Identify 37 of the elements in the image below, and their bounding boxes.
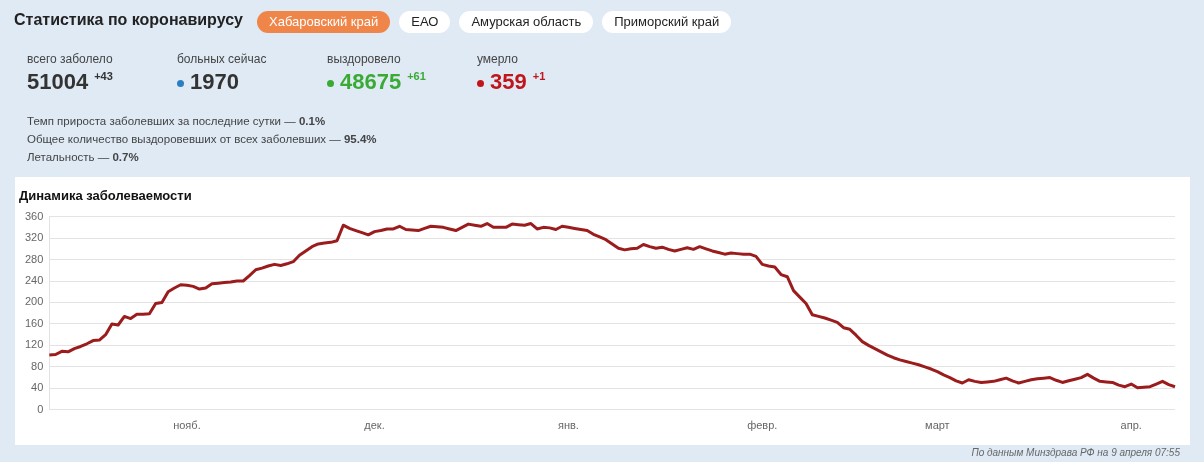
y-tick-label: 160 [24, 316, 44, 329]
x-tick-label: апр. [1120, 419, 1142, 432]
y-tick-label: 280 [24, 252, 44, 265]
y-tick-label: 320 [24, 231, 44, 244]
text: 48675 [340, 69, 402, 95]
text: Приморский край [602, 11, 732, 33]
text: Общее количество выздоровевших от всех заболевших — 95.4% [27, 133, 377, 145]
y-tick-label: 40 [31, 381, 44, 394]
y-tick-label: 80 [31, 359, 44, 372]
text: 51004 [27, 69, 89, 95]
y-tick-label: 360 [24, 209, 44, 222]
x-tick-label: февр. [747, 419, 778, 432]
x-tick-label: дек. [364, 419, 385, 432]
x-tick-label: нояб. [173, 419, 201, 432]
text: всего заболело [27, 52, 113, 66]
y-tick-label: 240 [24, 274, 44, 287]
x-tick-label: янв. [557, 419, 579, 432]
text: +43 [94, 70, 113, 82]
text: выздоровело [327, 52, 402, 66]
y-tick-label: 200 [24, 295, 44, 308]
y-tick-label: 0 [37, 402, 44, 415]
text: 359 [490, 69, 527, 95]
text: Темп прироста заболевших за последние сутки — 0.1% [27, 115, 326, 127]
y-tick-label: 120 [24, 338, 44, 351]
text: умерло [477, 52, 519, 66]
text: ЕАО [399, 11, 451, 33]
x-tick-label: март [925, 419, 950, 432]
text: +1 [532, 70, 546, 82]
text: больных сейчас [177, 52, 267, 66]
text: Хабаровский край [257, 11, 391, 33]
text: 1970 [190, 69, 239, 95]
text: +61 [407, 70, 426, 82]
text: Амурская область [459, 11, 594, 33]
text: По данным Минздрава РФ на 9 апреля 07:55 [971, 447, 1180, 458]
chart-title: Динамика заболеваемости [19, 188, 192, 204]
text: Статистика по коронавирусу [14, 11, 243, 29]
text: Летальность — 0.7% [27, 151, 139, 163]
